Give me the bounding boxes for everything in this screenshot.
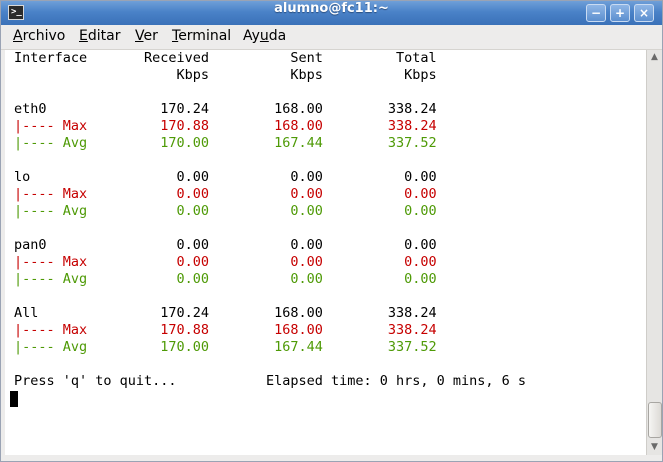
close-button[interactable]: × [634, 4, 654, 22]
menu-editar[interactable]: Editar [79, 28, 120, 46]
menu-archivo-mnemonic: A [13, 28, 23, 44]
menu-archivo-label: rchivo [22, 28, 66, 44]
menu-editar-mnemonic: E [79, 28, 88, 44]
terminal-line: |---- Avg 170.00 167.44 337.52 [14, 135, 437, 151]
terminal-line: Kbps Kbps Kbps [14, 67, 437, 83]
terminal-line: pan0 0.00 0.00 0.00 [14, 237, 437, 253]
menu-ver-mnemonic: V [135, 28, 144, 44]
window-title: alumno@fc11:~ [274, 1, 389, 16]
vertical-scrollbar[interactable]: ▲ ▼ [646, 50, 662, 455]
terminal-line: |---- Avg 0.00 0.00 0.00 [14, 271, 437, 287]
terminal-output[interactable]: Interface Received Sent Total Kbps Kbps … [5, 50, 646, 455]
menu-bar: Archivo Editar Ver Terminal Ayuda [1, 25, 662, 50]
terminal-line: |---- Max 0.00 0.00 0.00 [14, 254, 437, 270]
text-cursor [10, 391, 18, 407]
minimize-button[interactable]: − [586, 4, 606, 22]
scroll-up-arrow-icon[interactable]: ▲ [651, 52, 658, 62]
terminal-line: lo 0.00 0.00 0.00 [14, 169, 437, 185]
scrollbar-thumb[interactable] [648, 402, 662, 438]
terminal-line: |---- Avg 0.00 0.00 0.00 [14, 203, 437, 219]
scroll-down-arrow-icon[interactable]: ▼ [651, 442, 658, 452]
terminal-icon[interactable]: >_ [8, 5, 24, 20]
maximize-button[interactable]: + [610, 4, 630, 22]
terminal-line: Interface Received Sent Total [14, 50, 437, 66]
menu-archivo[interactable]: Archivo [13, 28, 65, 46]
menu-ver-label: er [143, 28, 158, 44]
terminal-line: eth0 170.24 168.00 338.24 [14, 101, 437, 117]
menu-ayuda-label-end: da [268, 28, 287, 44]
terminal-line: Press 'q' to quit... Elapsed time: 0 hrs… [14, 373, 527, 389]
terminal-line: All 170.24 168.00 338.24 [14, 305, 437, 321]
terminal-line: |---- Max 170.88 168.00 338.24 [14, 322, 437, 338]
menu-terminal-label: erminal [178, 28, 232, 44]
terminal-line: |---- Max 0.00 0.00 0.00 [14, 186, 437, 202]
terminal-line: |---- Max 170.88 168.00 338.24 [14, 118, 437, 134]
menu-terminal-mnemonic: T [172, 28, 179, 44]
menu-terminal[interactable]: Terminal [172, 28, 231, 46]
menu-editar-label: ditar [87, 28, 121, 44]
title-bar[interactable]: >_ alumno@fc11:~ − + × [1, 1, 662, 25]
menu-ayuda-mnemonic: u [259, 28, 269, 44]
terminal-line: |---- Avg 170.00 167.44 337.52 [14, 339, 437, 355]
menu-ayuda-label-start: Ay [243, 28, 260, 44]
menu-ayuda[interactable]: Ayuda [243, 28, 286, 46]
menu-ver[interactable]: Ver [135, 28, 158, 46]
